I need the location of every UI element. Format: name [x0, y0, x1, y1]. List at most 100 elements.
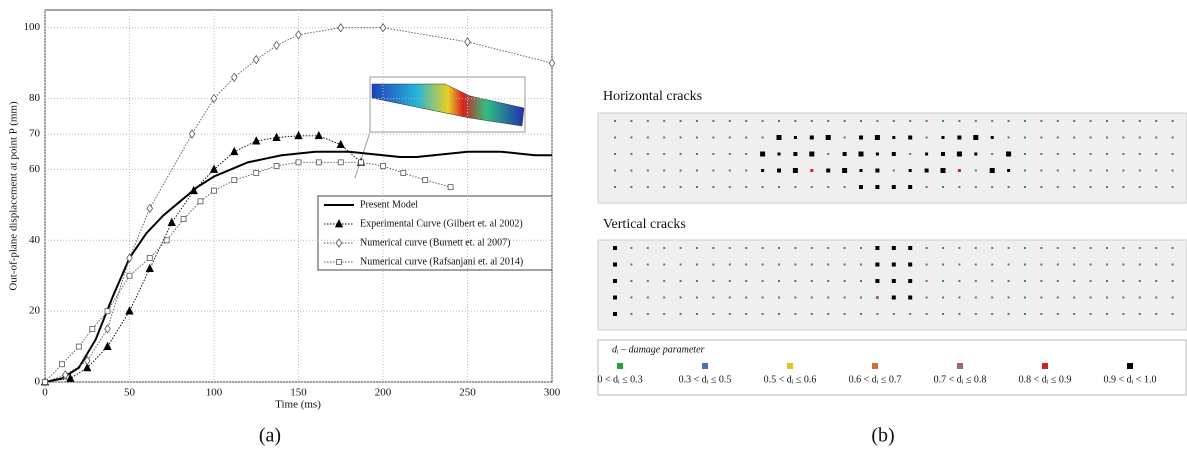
crack-dot: [810, 120, 813, 122]
marker: [66, 373, 75, 382]
marker: [209, 164, 219, 173]
series-line: [44, 27, 553, 383]
crack-dot: [827, 263, 830, 266]
crack-dot: [859, 169, 863, 172]
crack-dot: [908, 246, 913, 250]
crack-dot: [942, 263, 944, 266]
marker: [337, 159, 344, 166]
crack-dot: [1155, 169, 1158, 172]
marker: [146, 255, 153, 261]
crack-dot: [842, 152, 847, 156]
crack-dot: [925, 280, 928, 282]
crack-dot: [646, 280, 649, 282]
crack-dot: [1024, 313, 1026, 315]
crack-dot: [630, 247, 633, 249]
crack-dot: [1106, 136, 1108, 139]
crack-dot: [974, 296, 977, 299]
crack-dot: [843, 247, 846, 249]
marker: [422, 177, 429, 183]
crack-dot: [778, 280, 780, 282]
crack-dot: [794, 120, 797, 122]
crack-dot: [761, 169, 765, 172]
crack-dot: [679, 313, 682, 315]
marker: [197, 198, 204, 205]
crack-dot: [1073, 263, 1076, 266]
crack-dot: [925, 120, 928, 122]
crack-dot: [1122, 153, 1125, 155]
crack-dot: [1056, 313, 1059, 315]
marker: [337, 23, 345, 33]
crack-dot: [924, 168, 929, 173]
crack-dot: [1155, 263, 1158, 266]
crack-dot: [793, 136, 797, 139]
crack-dot: [1073, 186, 1076, 188]
crack-dot: [1155, 247, 1158, 249]
crack-dot: [614, 169, 616, 172]
x-tick-label: 100: [206, 387, 223, 399]
x-tick-label: 0: [42, 387, 48, 399]
crack-dot: [614, 153, 616, 155]
crack-dot: [973, 135, 979, 140]
crack-dot: [1073, 296, 1076, 299]
legend-label: Experimental Curve (Gilbert et. al 2002): [360, 218, 523, 229]
crack-dot: [891, 185, 896, 189]
marker: [295, 30, 302, 40]
marker: [252, 136, 261, 145]
crack-dot: [728, 136, 731, 139]
crack-dot: [1007, 263, 1010, 266]
x-tick-label: 250: [459, 387, 476, 399]
crack-dot: [925, 263, 928, 266]
crack-dot: [1073, 247, 1076, 249]
crack-dot: [761, 313, 764, 315]
crack-dot: [1106, 120, 1108, 122]
crack-dot: [1138, 153, 1141, 155]
marker: [295, 159, 302, 166]
crack-dot: [696, 280, 698, 282]
legend-label: Numerical curve (Rafsanjani et. al 2014): [360, 256, 523, 267]
crack-dot: [875, 185, 880, 189]
crack-dot: [663, 136, 666, 139]
marker: [103, 341, 112, 350]
crack-dot: [776, 135, 782, 140]
marker: [83, 356, 91, 366]
crack-dot: [614, 120, 616, 122]
crack-dot: [958, 247, 961, 249]
crack-dot: [1155, 296, 1158, 299]
crack-dot: [974, 169, 977, 172]
crack-dot: [941, 136, 945, 139]
crack-dot: [1171, 136, 1174, 139]
crack-dot: [663, 280, 666, 282]
crack-dot: [1171, 186, 1174, 188]
crack-dot: [1006, 151, 1012, 157]
crack-dot: [679, 263, 682, 266]
crack-dot: [1089, 136, 1092, 139]
crack-dot: [1007, 280, 1010, 282]
crack-dot: [827, 247, 830, 249]
marker: [315, 159, 322, 166]
crack-dot: [1171, 313, 1174, 315]
crack-dot: [1106, 169, 1108, 172]
legend-swatch: [617, 363, 623, 369]
crack-dot: [843, 120, 846, 122]
crack-dot: [1040, 247, 1043, 249]
crack-dot: [991, 263, 994, 266]
crack-dot: [1155, 153, 1158, 155]
crack-dot: [646, 153, 649, 155]
crack-dot: [728, 280, 731, 282]
crack-dot: [745, 296, 748, 299]
crack-dot: [1040, 186, 1043, 188]
crack-dot: [1106, 247, 1108, 249]
section-title: Vertical cracks: [603, 217, 686, 232]
crack-dot: [793, 152, 798, 156]
y-tick-label: 60: [29, 163, 41, 175]
crack-dot: [1122, 186, 1125, 188]
crack-dot: [810, 263, 813, 266]
crack-dot: [679, 247, 682, 249]
crack-dot: [761, 120, 764, 122]
crack-dot: [1171, 280, 1174, 282]
caption: (a): [259, 425, 281, 447]
crack-dot: [892, 136, 896, 139]
crack-dot: [1138, 296, 1141, 299]
crack-dot: [1040, 153, 1043, 155]
crack-dot: [1122, 313, 1125, 315]
